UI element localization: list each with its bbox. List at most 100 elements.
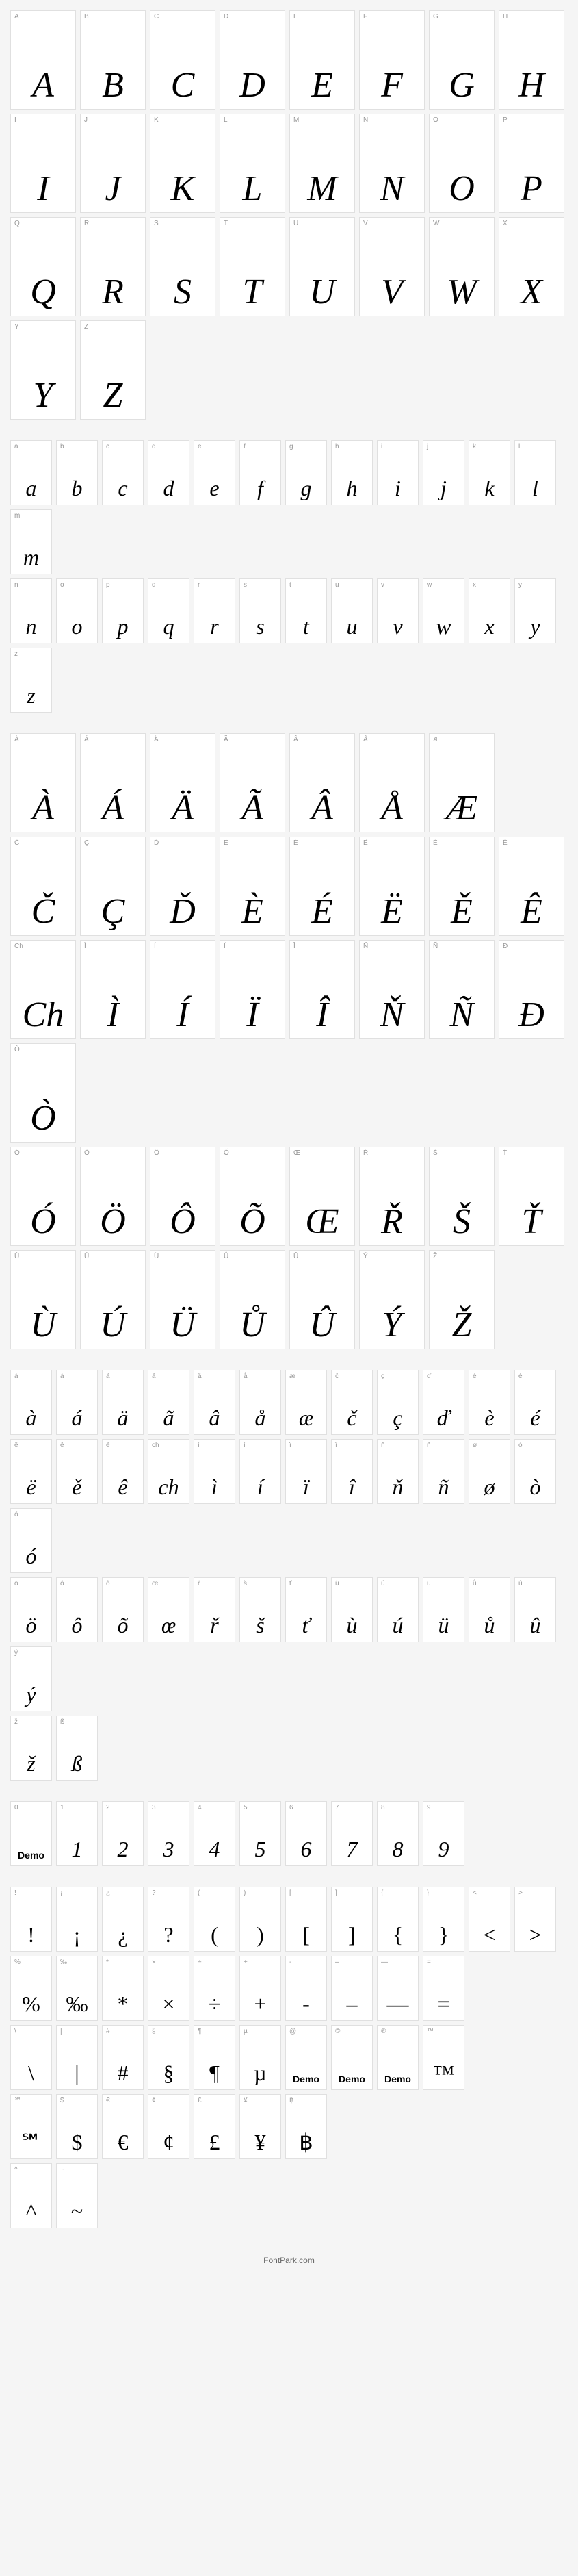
- glyph-cell: ee: [194, 440, 235, 505]
- glyph-cell: ss: [239, 578, 281, 643]
- glyph-cell: ëë: [10, 1439, 52, 1504]
- glyph-label: ℠: [14, 2097, 21, 2104]
- glyph-label: Ò: [14, 1046, 20, 1054]
- glyph-label: à: [14, 1373, 18, 1380]
- glyph-cell: oo: [56, 578, 98, 643]
- glyph-display: +: [254, 1993, 266, 2015]
- glyph-cell: ©Demo: [331, 2025, 373, 2090]
- glyph-label: š: [244, 1580, 247, 1587]
- glyph-display: Y: [34, 378, 53, 413]
- glyph-display: 1: [72, 1838, 83, 1860]
- glyph-label: Û: [293, 1253, 298, 1260]
- glyph-cell: 55: [239, 1801, 281, 1866]
- glyph-display: ¢: [163, 2131, 174, 2153]
- glyph-cell: zz: [10, 648, 52, 713]
- glyph-display: h: [347, 477, 358, 499]
- glyph-label: ť: [289, 1580, 292, 1587]
- glyph-display: W: [447, 275, 476, 310]
- glyph-display: ß: [72, 1752, 83, 1774]
- glyph-cell: řř: [194, 1577, 235, 1642]
- glyph-display: E: [311, 68, 333, 103]
- glyph-display: ç: [393, 1407, 402, 1429]
- glyph-label: z: [14, 650, 18, 658]
- glyph-row: nnooppqqrrssttuuvvwwxxyyzz: [10, 578, 568, 713]
- footer-text: FontPark.com: [10, 2249, 568, 2272]
- glyph-display: Í: [176, 997, 188, 1033]
- glyph-label: §: [152, 2028, 156, 2035]
- glyph-display: Ř: [381, 1204, 403, 1240]
- glyph-cell: ŠŠ: [429, 1147, 495, 1246]
- glyph-display: 8: [393, 1838, 404, 1860]
- glyph-cell: ]]: [331, 1887, 373, 1952]
- glyph-cell: ––: [331, 1956, 373, 2021]
- glyph-display: k: [484, 477, 494, 499]
- glyph-display: M: [307, 171, 337, 207]
- glyph-cell: ??: [148, 1887, 189, 1952]
- glyph-label: ď: [427, 1373, 431, 1380]
- glyph-display: (: [211, 1924, 218, 1946]
- glyph-cell: ãã: [148, 1370, 189, 1435]
- glyph-label: ñ: [427, 1442, 431, 1449]
- glyph-cell: ýý: [10, 1646, 52, 1711]
- glyph-cell: óó: [10, 1508, 52, 1573]
- glyph-label: Ä: [154, 736, 159, 743]
- glyph-cell: xx: [469, 578, 510, 643]
- glyph-row: %%‰‰**××÷÷++--––——==: [10, 1956, 568, 2021]
- glyph-display: Ď: [170, 894, 196, 930]
- glyph-cell: ÎÎ: [289, 940, 355, 1039]
- glyph-display: ™: [433, 2062, 454, 2084]
- glyph-label: ?: [152, 1889, 156, 1897]
- glyph-label: p: [106, 581, 110, 589]
- glyph-cell: ÛÛ: [289, 1250, 355, 1349]
- section-lowercase: aabbccddeeffgghhiijjkkllmmnnooppqqrrsstt…: [10, 440, 568, 713]
- glyph-cell: ÔÔ: [150, 1147, 215, 1246]
- glyph-cell: 99: [423, 1801, 464, 1866]
- glyph-cell: jj: [423, 440, 464, 505]
- glyph-label: Ch: [14, 943, 23, 950]
- glyph-cell: pp: [102, 578, 144, 643]
- glyph-display: Ä: [172, 791, 194, 826]
- glyph-cell: ChCh: [10, 940, 76, 1039]
- glyph-cell: ĚĚ: [429, 837, 495, 936]
- glyph-cell: bb: [56, 440, 98, 505]
- glyph-cell: åå: [239, 1370, 281, 1435]
- glyph-cell: úú: [377, 1577, 419, 1642]
- glyph-cell: ŮŮ: [220, 1250, 285, 1349]
- glyph-cell: ((: [194, 1887, 235, 1952]
- glyph-display: %: [22, 1993, 40, 2015]
- glyph-cell: òò: [514, 1439, 556, 1504]
- glyph-row: QQRRSSTTUUVVWWXX: [10, 217, 568, 316]
- glyph-display: ¡: [73, 1924, 81, 1946]
- glyph-display: 5: [255, 1838, 266, 1860]
- glyph-display: ò: [530, 1476, 541, 1498]
- glyph-row: 0Demo112233445566778899: [10, 1801, 568, 1866]
- glyph-label: ®: [381, 2028, 386, 2035]
- glyph-cell: BB: [80, 10, 146, 110]
- glyph-cell: 33: [148, 1801, 189, 1866]
- glyph-label: c: [106, 443, 109, 450]
- glyph-label: ch: [152, 1442, 159, 1449]
- glyph-label: a: [14, 443, 18, 450]
- glyph-cell: žž: [10, 1716, 52, 1781]
- glyph-display: K: [171, 171, 195, 207]
- glyph-label: ß: [60, 1718, 64, 1726]
- glyph-display: u: [347, 615, 358, 637]
- glyph-cell: ^^: [10, 2163, 52, 2228]
- glyph-cell: GG: [429, 10, 495, 110]
- glyph-cell: ~~: [56, 2163, 98, 2228]
- glyph-cell: ‰‰: [56, 1956, 98, 2021]
- glyph-label: @: [289, 2028, 296, 2035]
- glyph-label: Ú: [84, 1253, 89, 1260]
- glyph-cell: ££: [194, 2094, 235, 2159]
- glyph-cell: )): [239, 1887, 281, 1952]
- glyph-cell: ÓÓ: [10, 1147, 76, 1246]
- glyph-label: Ñ: [433, 943, 438, 950]
- glyph-display: –: [347, 1993, 358, 2015]
- glyph-display: !: [27, 1924, 35, 1946]
- glyph-cell: ûû: [514, 1577, 556, 1642]
- glyph-display: {: [393, 1924, 403, 1946]
- glyph-chart: AABBCCDDEEFFGGHHIIJJKKLLMMNNOOPPQQRRSSTT…: [10, 10, 568, 2228]
- glyph-row: !!¡¡¿¿??(())[[]]{{}}<<>>: [10, 1887, 568, 1952]
- glyph-cell: }}: [423, 1887, 464, 1952]
- glyph-label: è: [473, 1373, 477, 1380]
